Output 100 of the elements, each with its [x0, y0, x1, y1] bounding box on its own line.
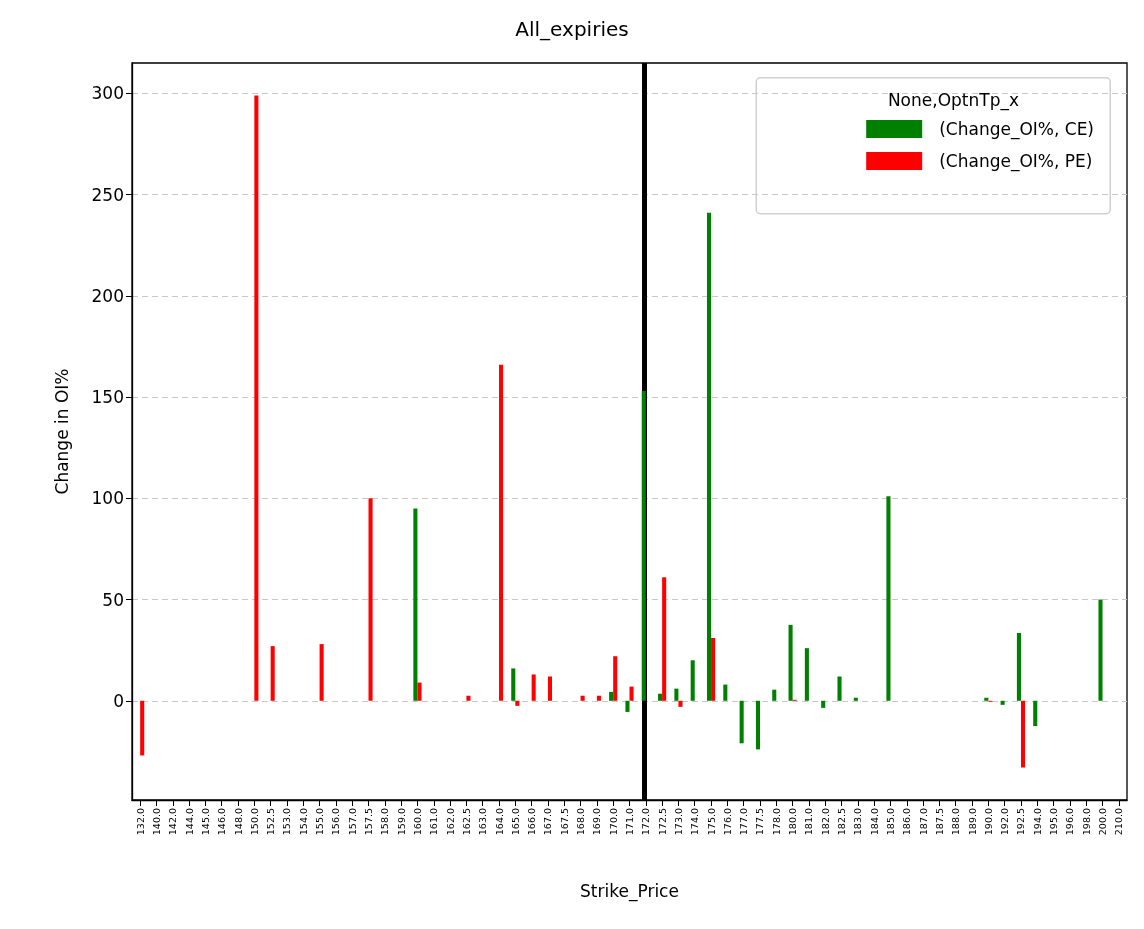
chart-title: All_expiries — [515, 17, 629, 41]
bar — [837, 676, 842, 701]
x-tick-label: 168.0 — [575, 808, 587, 836]
x-tick-label: 160.0 — [411, 808, 423, 836]
bar — [499, 364, 504, 701]
bar — [547, 676, 553, 701]
x-tick-label: 150.0 — [248, 808, 260, 836]
x-tick-label: 172.0 — [640, 808, 652, 836]
bar — [1016, 632, 1021, 701]
x-tick-label: 184.0 — [868, 808, 880, 836]
y-tick-label: 50 — [102, 589, 124, 610]
x-tick-label: 165.0 — [509, 808, 521, 836]
x-tick-label: 163.0 — [477, 808, 489, 836]
x-tick-label: 187.5 — [933, 808, 945, 836]
bar — [319, 644, 324, 701]
bar — [739, 700, 744, 744]
bar — [625, 700, 630, 712]
x-tick-label: 156.0 — [330, 808, 342, 836]
x-tick-label: 162.0 — [444, 808, 456, 836]
bar — [511, 668, 516, 701]
bar — [140, 700, 145, 756]
x-axis-title: Strike_Price — [580, 880, 679, 902]
x-tick-label: 189.0 — [966, 808, 978, 836]
x-tick-label: 153.0 — [281, 808, 293, 836]
legend-label: (Change_OI%, CE) — [939, 119, 1095, 140]
x-tick-label: 174.0 — [689, 808, 701, 836]
x-tick-label: 142.0 — [167, 808, 179, 836]
x-tick-label: 167.0 — [542, 808, 554, 836]
bar — [1020, 700, 1026, 768]
x-tick-label: 170.0 — [607, 808, 619, 836]
bar — [853, 697, 858, 701]
bar — [662, 577, 667, 701]
x-tick-label: 196.0 — [1064, 808, 1076, 836]
bar — [678, 700, 683, 707]
x-tick-label: 169.0 — [591, 808, 603, 836]
x-tick-label: 182.0 — [819, 808, 831, 836]
bar — [596, 695, 601, 701]
x-tick-label: 175.0 — [705, 808, 717, 836]
x-tick-label: 177.0 — [738, 808, 750, 836]
x-tick-label: 144.0 — [183, 808, 195, 836]
x-tick-label: 159.0 — [395, 808, 407, 836]
bar — [613, 656, 618, 701]
x-tick-label: 166.0 — [526, 808, 538, 836]
bar — [886, 496, 891, 701]
bar — [788, 624, 793, 701]
bar — [984, 697, 989, 701]
x-tick-label: 198.0 — [1080, 808, 1092, 836]
bar — [706, 212, 712, 701]
x-tick-label: 173.0 — [672, 808, 684, 836]
x-tick-label: 164.0 — [493, 808, 505, 836]
y-tick-label: 100 — [91, 488, 124, 509]
bar — [1098, 599, 1103, 701]
x-tick-label: 155.0 — [314, 808, 326, 836]
y-tick-label: 300 — [91, 83, 124, 104]
x-tick-label: 210.0 — [1113, 808, 1125, 836]
bar — [772, 689, 777, 701]
x-tick-label: 158.0 — [379, 808, 391, 836]
x-tick-label: 192.5 — [1015, 808, 1027, 836]
x-tick-label: 195.0 — [1048, 808, 1060, 836]
bar — [609, 691, 614, 701]
x-tick-label: 178.0 — [770, 808, 782, 836]
y-axis-title: Change in OI% — [51, 368, 72, 495]
x-tick-label: 152.5 — [265, 808, 277, 836]
x-tick-label: 161.0 — [428, 808, 440, 836]
bar — [531, 674, 536, 701]
x-tick-label: 146.0 — [216, 808, 228, 836]
bar — [270, 646, 275, 701]
x-tick-label: 194.0 — [1031, 808, 1043, 836]
bar — [413, 508, 418, 701]
bar — [674, 688, 679, 701]
x-tick-label: 172.5 — [656, 808, 668, 836]
x-tick-label: 190.0 — [982, 808, 994, 836]
bar — [723, 684, 728, 701]
bar — [1033, 700, 1038, 727]
x-tick-label: 182.5 — [836, 808, 848, 836]
bar — [641, 391, 646, 701]
x-tick-label: 181.0 — [803, 808, 815, 836]
x-tick-label: 148.0 — [232, 808, 244, 836]
x-tick-label: 188.0 — [950, 808, 962, 836]
y-tick-label: 0 — [113, 690, 124, 711]
x-tick-label: 157.5 — [363, 808, 375, 836]
x-tick-label: 140.0 — [150, 808, 162, 836]
x-tick-label: 154.0 — [297, 808, 309, 836]
bar — [755, 700, 760, 750]
x-tick-label: 180.0 — [787, 808, 799, 836]
x-tick-label: 132.0 — [134, 808, 146, 836]
x-tick-label: 162.5 — [460, 808, 472, 836]
bar — [466, 695, 471, 701]
y-tick-label: 200 — [91, 285, 124, 306]
y-tick-label: 250 — [91, 184, 124, 205]
x-tick-label: 183.0 — [852, 808, 864, 836]
x-tick-label: 187.0 — [917, 808, 929, 836]
bar — [1000, 700, 1005, 705]
x-tick-label: 186.0 — [901, 808, 913, 836]
x-tick-label: 192.0 — [999, 808, 1011, 836]
bar — [658, 693, 663, 701]
x-tick-label: 185.0 — [884, 808, 896, 836]
x-tick-label: 200.0 — [1097, 808, 1109, 836]
bar — [368, 498, 373, 701]
y-tick-label: 150 — [91, 387, 124, 408]
